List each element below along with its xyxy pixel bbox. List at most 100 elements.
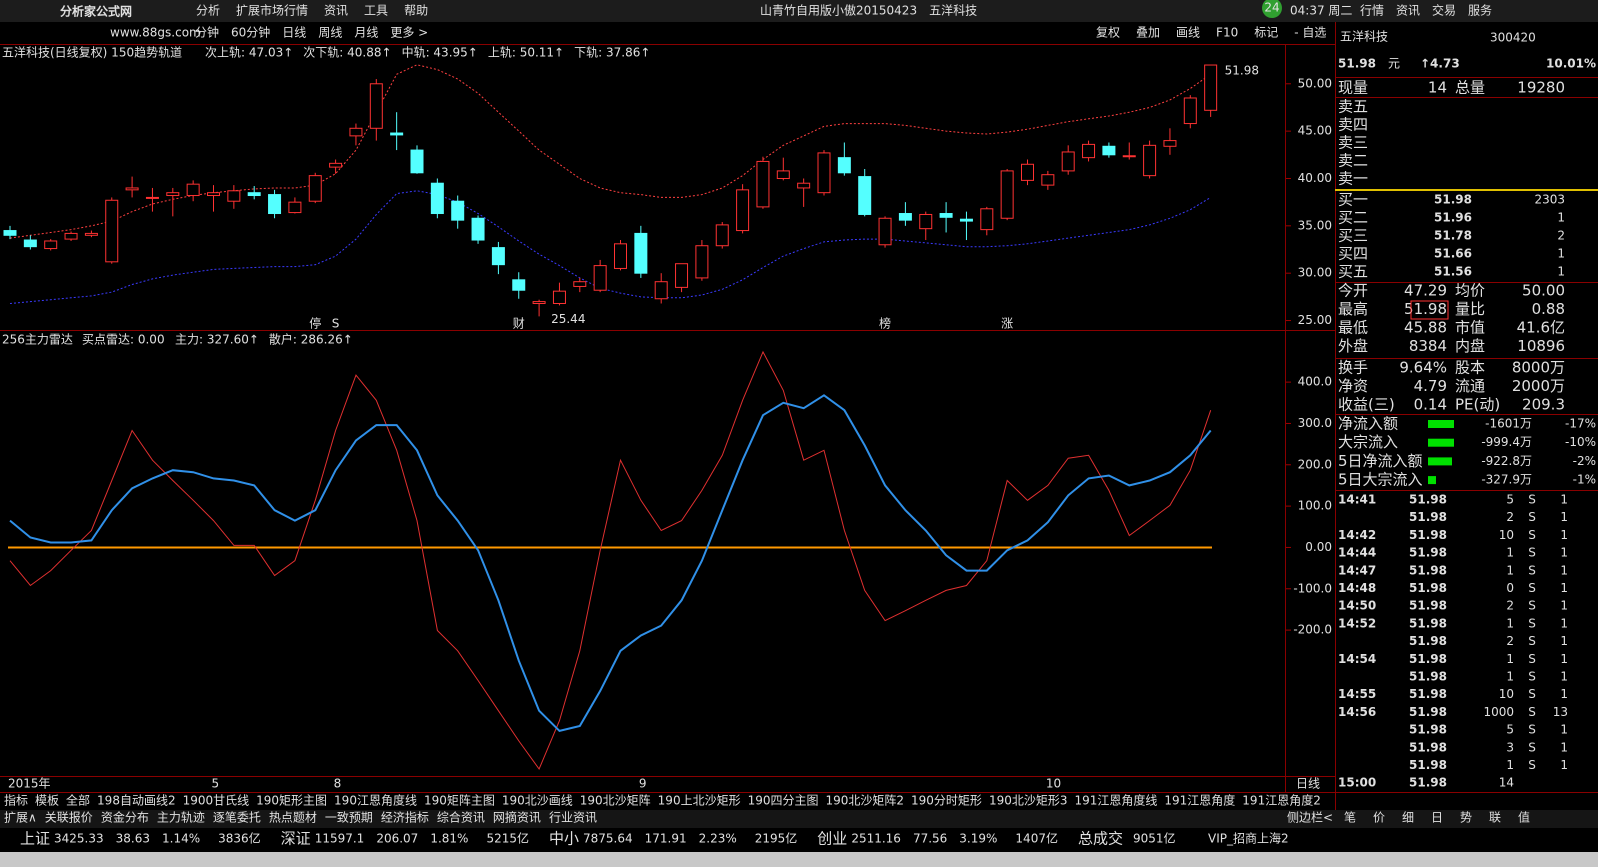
indicator-tab[interactable]: 190四分主图 xyxy=(748,794,819,808)
side-tab[interactable]: 势 xyxy=(1460,811,1472,825)
indicator-tab[interactable]: 全部 xyxy=(66,793,90,808)
period-tab[interactable]: 周线 xyxy=(318,26,342,40)
candle-body xyxy=(410,149,424,174)
menu-item[interactable]: 资讯 xyxy=(324,4,348,18)
period-label: 日线 xyxy=(1296,777,1320,791)
legend-entry: 主力: 327.60↑ xyxy=(175,333,259,347)
indicator-tab[interactable]: 190北沙矩阵2 xyxy=(825,794,904,808)
trade-count: 1 xyxy=(1560,510,1568,524)
band-line xyxy=(9,64,1211,239)
top-button[interactable]: 资讯 xyxy=(1396,4,1420,18)
indicator-tab[interactable]: 190矩形主图 xyxy=(256,794,327,808)
sub-tab[interactable]: 行业资讯 xyxy=(549,811,597,825)
index-name: 深证 xyxy=(281,830,311,848)
indicator-tab[interactable]: 190分时矩形 xyxy=(911,794,982,808)
period-tab[interactable]: 60分钟 xyxy=(231,25,270,40)
sub-tab[interactable]: 网摘资讯 xyxy=(493,810,541,825)
indicator-tab[interactable]: 190矩阵主图 xyxy=(424,794,495,808)
top-button[interactable]: 服务 xyxy=(1468,3,1492,18)
menu-item[interactable]: 扩展市场行情 xyxy=(236,3,308,18)
quote-value: 2000万 xyxy=(1512,377,1565,395)
quote-value: 19280 xyxy=(1517,79,1565,97)
flow-bar xyxy=(1428,420,1454,428)
candle-body xyxy=(207,192,220,197)
flow-label: 5日大宗流入 xyxy=(1338,471,1423,489)
trade-price: 51.98 xyxy=(1409,740,1447,754)
top-button[interactable]: 交易 xyxy=(1432,3,1456,18)
y-tick-label: 50.00 xyxy=(1298,76,1332,90)
indicator-tab[interactable]: 模板 xyxy=(35,794,59,808)
tool-button[interactable]: 复权 xyxy=(1096,26,1120,40)
side-tab[interactable]: 值 xyxy=(1518,810,1530,825)
quote-label: 收益(三) xyxy=(1338,396,1395,414)
event-marker: 停 xyxy=(309,316,321,331)
side-toggle[interactable]: 侧边栏< xyxy=(1287,810,1333,825)
indicator-tab[interactable]: 191江恩角度2 xyxy=(1242,793,1321,808)
sub-tab[interactable]: 一致预期 xyxy=(325,811,373,825)
indicator-tab[interactable]: 指标 xyxy=(4,793,28,808)
y-tick-label: 25.00 xyxy=(1298,313,1332,327)
period-tab[interactable]: 更多 > xyxy=(390,26,428,40)
indicator-line xyxy=(9,350,1212,771)
y-tick-label: 30.00 xyxy=(1298,266,1332,280)
side-tab[interactable]: 日 xyxy=(1431,811,1443,825)
indicator-tab[interactable]: 191江恩角度 xyxy=(1164,793,1235,808)
sub-tab[interactable]: 逐笔委托 xyxy=(213,810,261,825)
indicator-tab[interactable]: 198自动画线2 xyxy=(97,794,176,808)
legend-entry: 中轨: 43.95↑ xyxy=(402,45,478,60)
menu-item[interactable]: 帮助 xyxy=(404,4,428,18)
trade-count: 1 xyxy=(1560,528,1568,542)
event-marker: 榜 xyxy=(879,316,891,331)
tool-button[interactable]: 画线 xyxy=(1176,26,1200,40)
candle-body xyxy=(532,301,546,304)
chart-title: 256主力雷达 xyxy=(2,333,73,347)
trade-time: 14:54 xyxy=(1338,652,1376,666)
candle-body xyxy=(552,290,566,304)
sub-tab[interactable]: 扩展∧ xyxy=(4,811,37,825)
top-button[interactable]: 行情 xyxy=(1360,4,1384,18)
candle-body xyxy=(369,83,383,129)
quote-label: 今开 xyxy=(1338,282,1368,300)
sub-tab[interactable]: 主力轨迹 xyxy=(157,811,205,825)
quote-value: 47.29 xyxy=(1404,282,1447,300)
quote-value: 4.79 xyxy=(1414,377,1447,395)
trade-volume: 14 xyxy=(1499,776,1514,790)
quote-label: 外盘 xyxy=(1338,337,1368,355)
tool-button[interactable]: F10 xyxy=(1216,26,1238,40)
tool-button[interactable]: 叠加 xyxy=(1136,26,1160,40)
tool-button[interactable]: - 自选 xyxy=(1294,26,1326,40)
indicator-tab[interactable]: 190北沙矩形3 xyxy=(989,794,1068,808)
index-value: 3.19% xyxy=(959,832,997,846)
candle-body xyxy=(512,279,526,291)
indicator-tab[interactable]: 190上北沙矩形 xyxy=(658,794,741,808)
index-value: 38.63 xyxy=(116,832,150,846)
period-tab[interactable]: 分钟 xyxy=(195,25,219,40)
trade-count: 1 xyxy=(1560,616,1568,630)
trade-side: S xyxy=(1528,652,1536,666)
side-tab[interactable]: 价 xyxy=(1373,811,1385,825)
side-tab[interactable]: 笔 xyxy=(1344,810,1356,825)
menu-item[interactable]: 分析 xyxy=(196,4,220,18)
period-tab[interactable]: 月线 xyxy=(354,26,378,40)
indicator-tab[interactable]: 1900甘氏线 xyxy=(183,794,250,808)
indicator-tab[interactable]: 190江恩角度线 xyxy=(334,793,417,808)
tool-button[interactable]: 标记 xyxy=(1254,26,1278,40)
menu-item[interactable]: 工具 xyxy=(364,4,388,18)
sub-tab[interactable]: 资金分布 xyxy=(101,810,149,825)
sub-tab[interactable]: 热点题材 xyxy=(269,811,317,825)
indicator-tab[interactable]: 191江恩角度线 xyxy=(1074,793,1157,808)
period-tab[interactable]: 日线 xyxy=(282,26,306,40)
trade-price: 51.98 xyxy=(1409,546,1447,560)
index-name: 上证 xyxy=(20,830,50,848)
trade-price: 51.98 xyxy=(1409,616,1447,630)
indicator-tab[interactable]: 190北沙矩阵 xyxy=(580,794,651,808)
side-tab[interactable]: 细 xyxy=(1402,811,1414,825)
sub-tab[interactable]: 经济指标 xyxy=(381,810,429,825)
sub-tab[interactable]: 综合资讯 xyxy=(437,810,485,825)
indicator-tab[interactable]: 190北沙画线 xyxy=(502,794,573,808)
sub-tab[interactable]: 关联报价 xyxy=(45,810,93,825)
side-tab[interactable]: 联 xyxy=(1489,811,1501,825)
indicator-line xyxy=(9,394,1212,733)
flow-value: -922.8万 xyxy=(1481,454,1532,468)
candle-body xyxy=(1204,64,1218,111)
